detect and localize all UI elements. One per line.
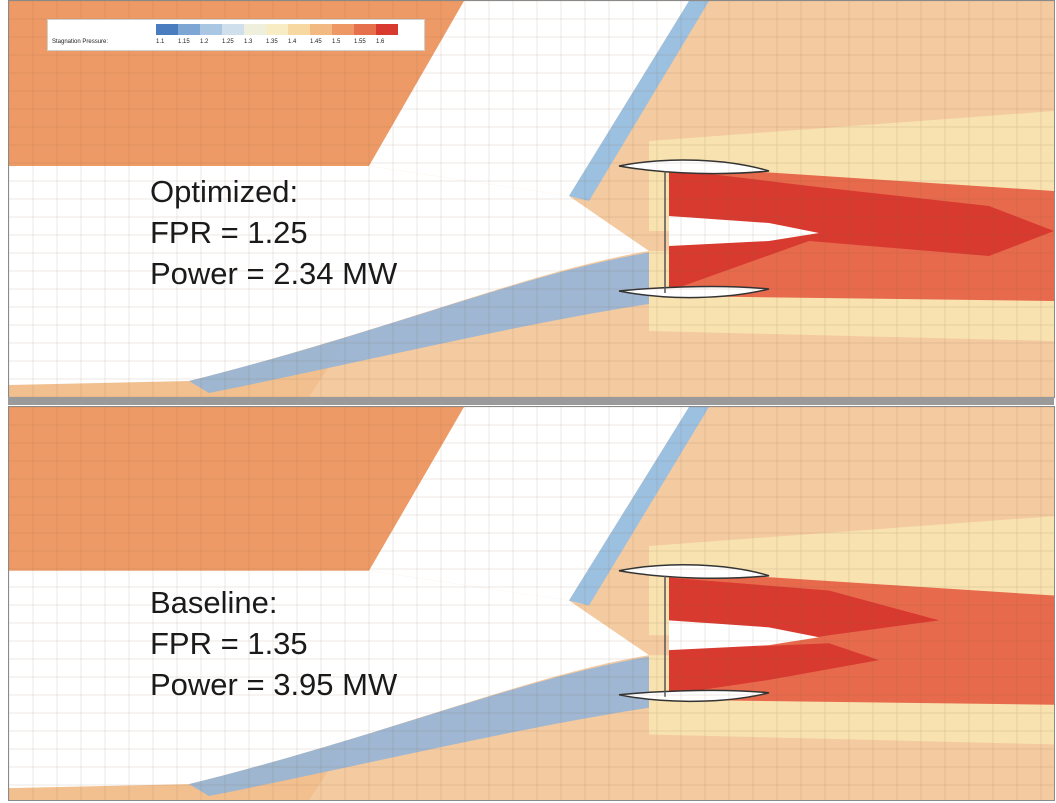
white-void-body — [9, 166, 649, 385]
legend-color-bar — [156, 24, 398, 35]
baseline-flowfield — [9, 407, 1054, 800]
legend-tick-label: 1.45 — [310, 39, 322, 45]
upper-cowl-airfoil — [618, 159, 770, 175]
jet-core-lower — [669, 643, 879, 695]
optimized-power: Power = 2.34 MW — [150, 256, 398, 291]
optimized-title: Optimized: — [150, 174, 299, 209]
white-void-upper — [369, 1, 689, 196]
legend-swatch — [310, 24, 332, 35]
legend-swatch — [376, 24, 398, 35]
legend-swatch — [156, 24, 178, 35]
legend-tick-label: 1.35 — [266, 39, 278, 45]
mesh-grid — [9, 407, 1054, 800]
legend-swatch — [288, 24, 310, 35]
upper-shear-layer — [569, 407, 709, 606]
legend-tick-label: 1.15 — [178, 39, 190, 45]
upper-cowl-airfoil — [618, 564, 770, 579]
upper-shear-layer — [569, 1, 709, 201]
lower-cowl-airfoil — [618, 689, 770, 703]
lower-boundary-layer — [189, 655, 669, 797]
optimized-panel: Stagnation Pressure: 1.1 1.15 1.2 1.25 1.3 1.… — [8, 0, 1055, 398]
centerbody-plug — [669, 216, 819, 246]
legend-tick-label: 1.3 — [244, 39, 253, 45]
centerbody-plug — [669, 620, 819, 651]
legend-tick-label: 1.25 — [222, 39, 234, 45]
panel-divider — [8, 397, 1054, 405]
jet-core — [669, 169, 1054, 291]
baseline-title: Baseline: — [150, 585, 278, 620]
jet-core-upper — [669, 577, 939, 634]
baseline-power: Power = 3.95 MW — [150, 667, 398, 702]
baseline-fpr: FPR = 1.35 — [150, 626, 308, 661]
legend-swatch — [200, 24, 222, 35]
mesh-grid — [9, 1, 1054, 397]
baseline-panel: Baseline: FPR = 1.35 Power = 3.95 MW — [8, 406, 1055, 801]
legend-swatch — [222, 24, 244, 35]
legend-tick-label: 1.5 — [332, 39, 341, 45]
optimized-label: Optimized: FPR = 1.25 Power = 2.34 MW — [150, 171, 397, 294]
legend-swatch — [266, 24, 288, 35]
legend-tick-label: 1.2 — [200, 39, 209, 45]
optimized-fpr: FPR = 1.25 — [150, 215, 308, 250]
lower-boundary-layer — [189, 251, 669, 393]
legend-tick-label: 1.4 — [288, 39, 297, 45]
legend-tick-label: 1.1 — [156, 39, 165, 45]
legend-ticks: 1.1 1.15 1.2 1.25 1.3 1.35 1.4 1.45 1.5 1.55 1.6 — [156, 39, 398, 45]
legend-swatch — [178, 24, 200, 35]
legend-swatch — [354, 24, 376, 35]
white-void-body — [9, 570, 649, 789]
baseline-label: Baseline: FPR = 1.35 Power = 3.95 MW — [150, 582, 397, 705]
legend-tick-label: 1.55 — [354, 39, 366, 45]
lower-cowl-airfoil — [618, 285, 770, 299]
legend-title: Stagnation Pressure: — [52, 39, 109, 45]
legend-tick-label: 1.6 — [376, 39, 385, 45]
legend-swatch — [332, 24, 354, 35]
upper-wing-field — [9, 407, 464, 571]
color-legend: Stagnation Pressure: 1.1 1.15 1.2 1.25 1.3 1.… — [47, 19, 425, 51]
legend-swatch — [244, 24, 266, 35]
white-void-upper — [369, 407, 689, 601]
